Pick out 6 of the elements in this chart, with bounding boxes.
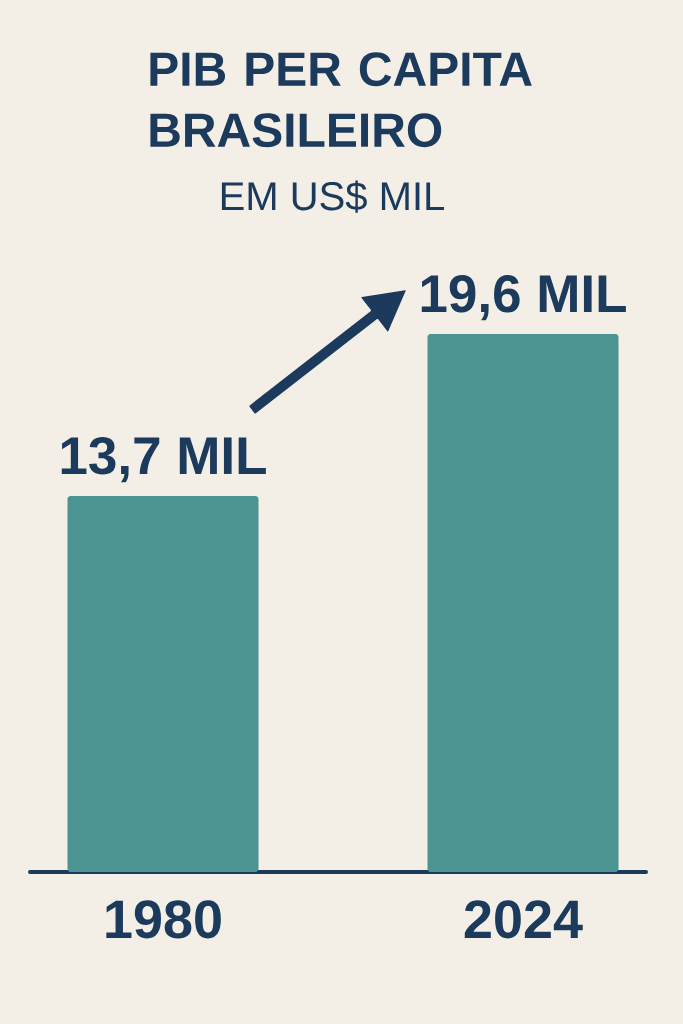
data-label: 19,6 MIL bbox=[421, 274, 626, 321]
chart-subtitle: EM US$ MIL bbox=[221, 180, 444, 213]
x-tick-label: 2024 bbox=[464, 900, 583, 939]
chart-title: PIB PER CAPITA BRASILEIRO bbox=[150, 52, 532, 148]
x-tick-label: 1980 bbox=[106, 900, 221, 939]
data-label: 13,7 MIL bbox=[61, 436, 266, 483]
